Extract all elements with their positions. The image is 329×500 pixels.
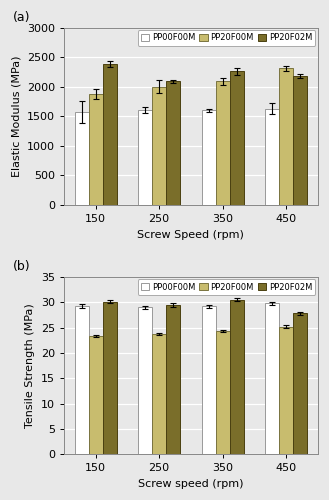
Bar bbox=[89, 94, 103, 205]
Bar bbox=[215, 82, 230, 205]
X-axis label: Screw Speed (rpm): Screw Speed (rpm) bbox=[138, 230, 244, 239]
Bar bbox=[166, 306, 180, 454]
X-axis label: Screw speed (rpm): Screw speed (rpm) bbox=[138, 479, 243, 489]
Bar bbox=[293, 76, 307, 205]
Bar bbox=[293, 314, 307, 454]
Bar bbox=[103, 64, 116, 205]
Bar bbox=[230, 300, 243, 454]
Text: (b): (b) bbox=[13, 260, 31, 274]
Bar bbox=[279, 68, 293, 205]
Bar bbox=[215, 331, 230, 454]
Bar bbox=[265, 108, 279, 205]
Bar bbox=[89, 336, 103, 454]
Legend: PP00F00M, PP20F00M, PP20F02M: PP00F00M, PP20F00M, PP20F02M bbox=[138, 30, 316, 46]
Bar bbox=[75, 112, 89, 205]
Bar bbox=[279, 326, 293, 454]
Bar bbox=[138, 110, 152, 205]
Bar bbox=[166, 82, 180, 205]
Y-axis label: Elastic Modulus (MPa): Elastic Modulus (MPa) bbox=[11, 56, 21, 177]
Bar bbox=[75, 306, 89, 454]
Text: (a): (a) bbox=[13, 11, 31, 24]
Bar bbox=[265, 304, 279, 454]
Bar bbox=[103, 302, 116, 454]
Bar bbox=[138, 308, 152, 454]
Bar bbox=[202, 110, 215, 205]
Bar bbox=[230, 72, 243, 205]
Bar bbox=[152, 334, 166, 454]
Y-axis label: Tensile Strength (MPa): Tensile Strength (MPa) bbox=[25, 303, 35, 428]
Bar bbox=[202, 306, 215, 454]
Bar bbox=[152, 86, 166, 205]
Legend: PP00F00M, PP20F00M, PP20F02M: PP00F00M, PP20F00M, PP20F02M bbox=[138, 280, 316, 295]
